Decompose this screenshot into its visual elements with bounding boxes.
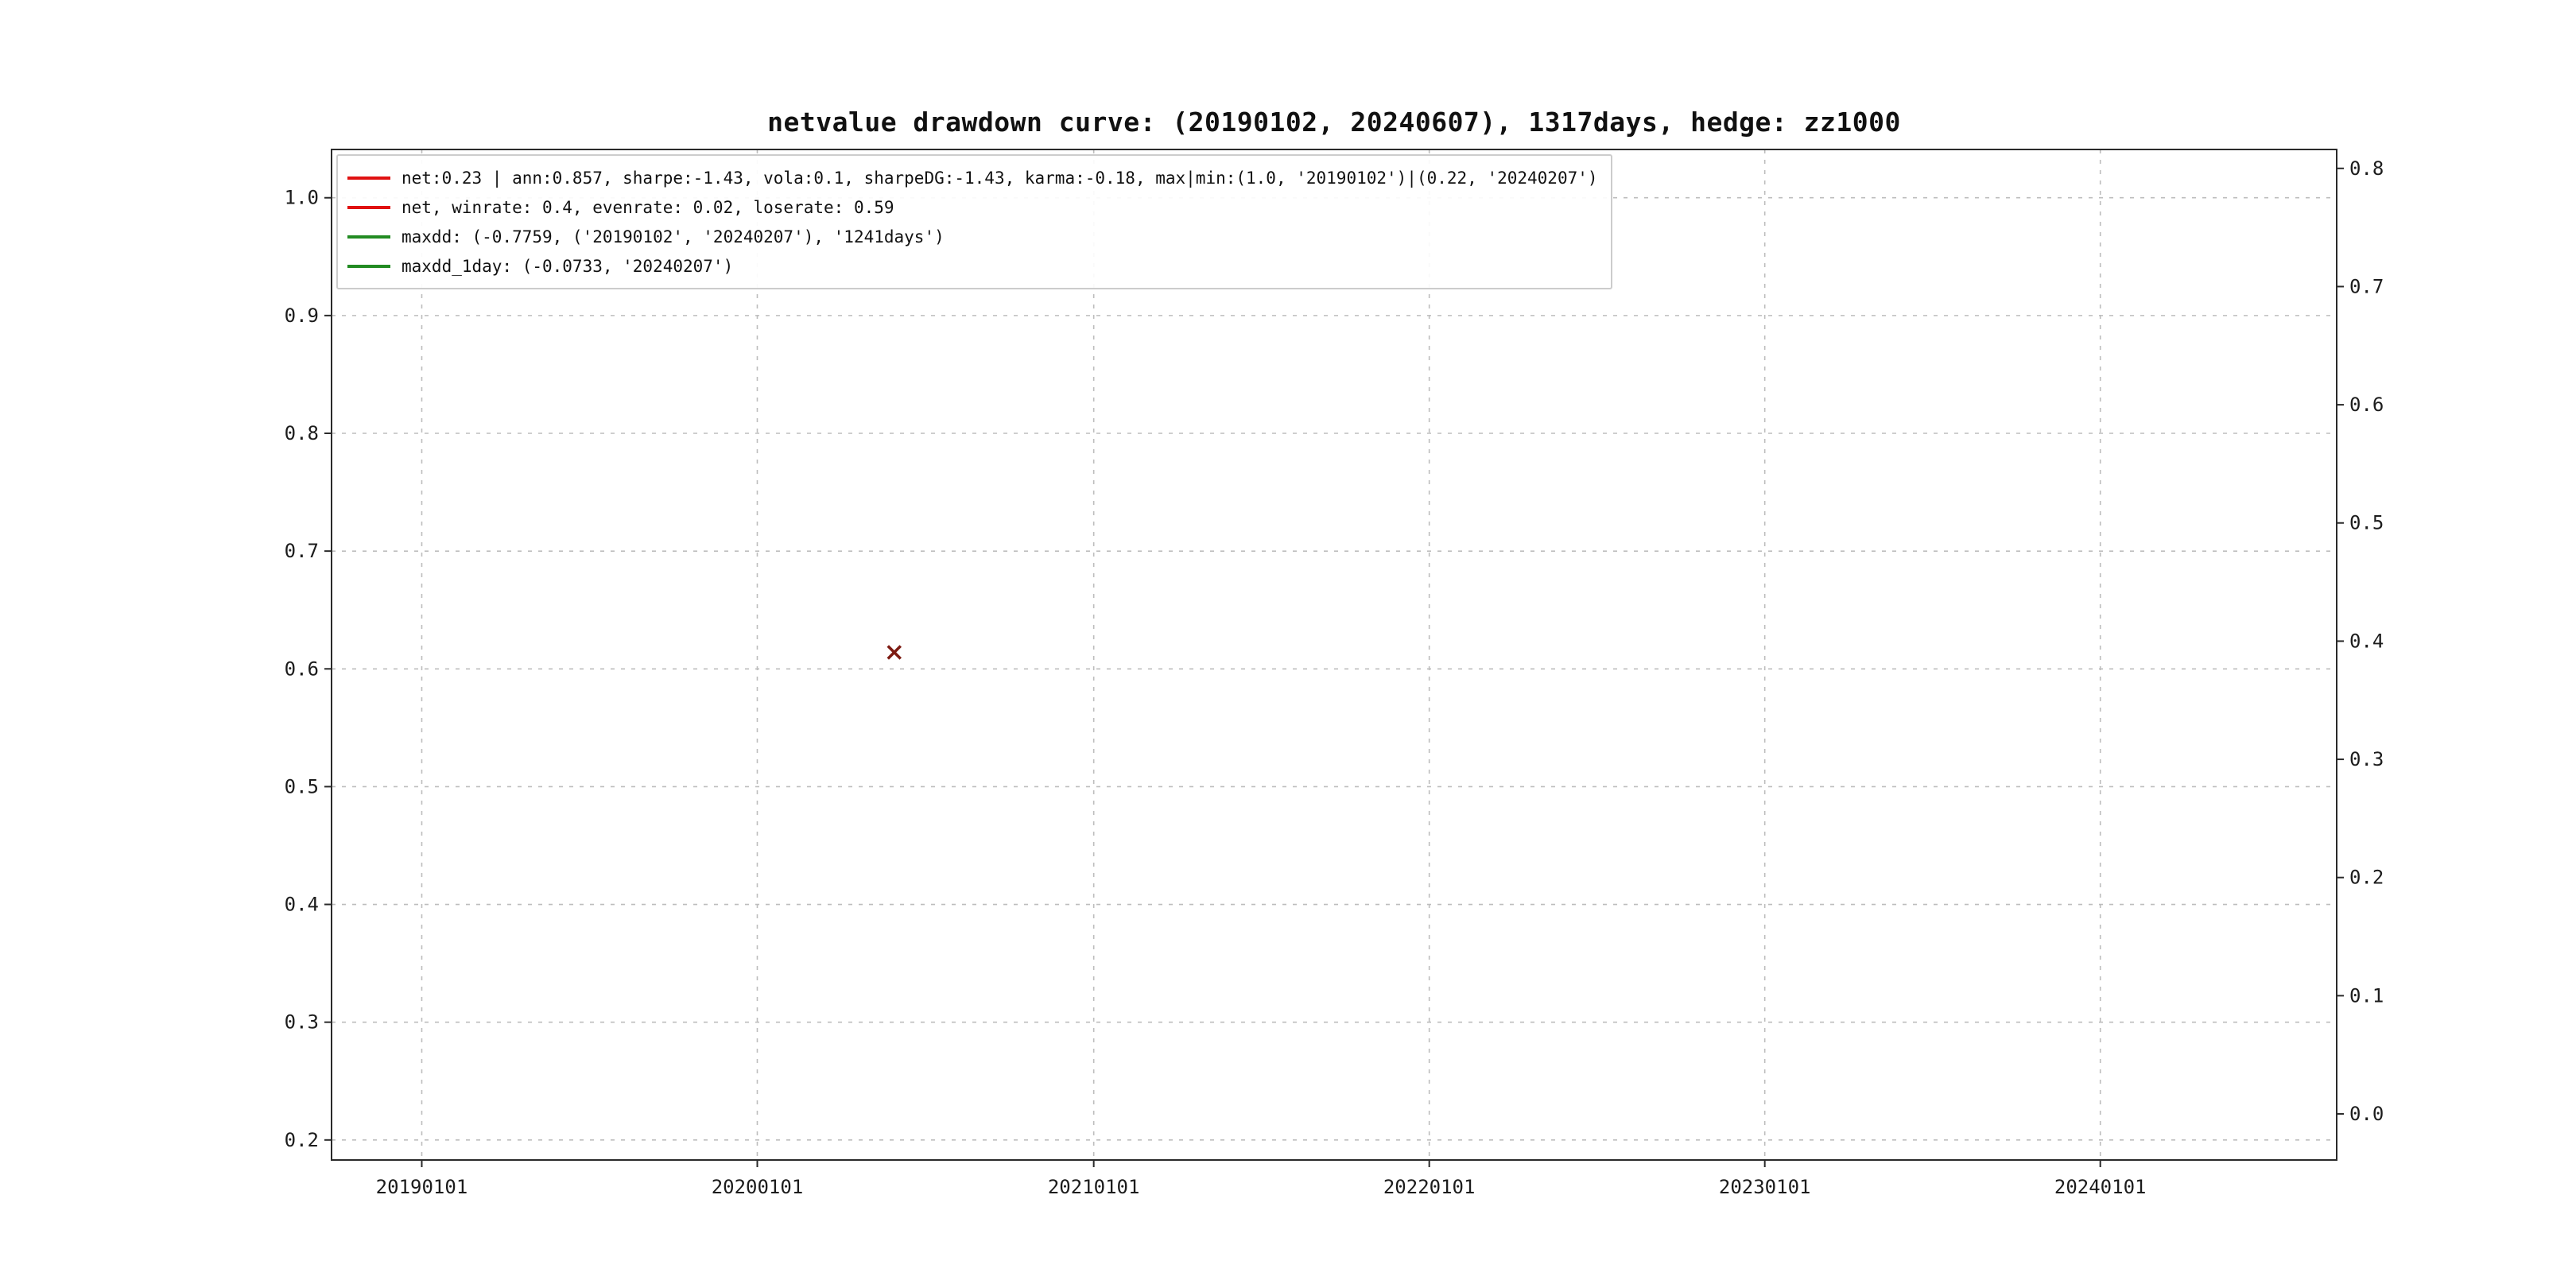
left-y-tick-label: 0.4 [285,894,319,916]
left-y-tick-label: 0.6 [285,658,319,680]
chart-title: netvalue drawdown curve: (20190102, 2024… [767,107,1901,138]
right-y-tick-label: 0.1 [2349,984,2384,1007]
legend-label-maxdd-1day: maxdd_1day: (-0.0733, '20240207') [402,256,734,276]
x-tick-label: 20210101 [1048,1176,1140,1198]
left-y-tick-label: 0.3 [285,1011,319,1034]
right-y-tick-label: 0.5 [2349,512,2384,534]
maxdd-line-sample [347,235,390,239]
right-y-tick-label: 0.8 [2349,157,2384,180]
legend-label-net: net:0.23 | ann:0.857, sharpe:-1.43, vola… [402,168,1598,188]
x-tick-label: 20220101 [1383,1176,1476,1198]
left-y-tick-label: 0.7 [285,540,319,562]
left-y-tick-label: 0.8 [285,422,319,444]
x-tick-label: 20240101 [2054,1176,2147,1198]
right-y-tick-label: 0.6 [2349,394,2384,416]
net-line-sample [347,176,390,180]
left-y-tick-label: 0.5 [285,775,319,797]
right-y-tick-label: 0.7 [2349,275,2384,297]
legend-item-net-rates: net, winrate: 0.4, evenrate: 0.02, loser… [347,193,1598,221]
legend-item-net: net:0.23 | ann:0.857, sharpe:-1.43, vola… [347,164,1598,192]
right-y-tick-label: 0.3 [2349,748,2384,770]
legend-label-maxdd: maxdd: (-0.7759, ('20190102', '20240207'… [402,227,945,246]
legend-item-maxdd: maxdd: (-0.7759, ('20190102', '20240207'… [347,223,1598,250]
x-tick-label: 20230101 [1719,1176,1811,1198]
left-y-tick-label: 1.0 [285,187,319,209]
x-tick-label: 20200101 [712,1176,804,1198]
right-y-tick-label: 0.4 [2349,630,2384,652]
plot-border [331,149,2337,1161]
right-y-tick-label: 0.2 [2349,867,2384,889]
x-tick-label: 20190101 [376,1176,468,1198]
legend-label-net-rates: net, winrate: 0.4, evenrate: 0.02, loser… [402,197,894,217]
legend-item-maxdd-1day: maxdd_1day: (-0.0733, '20240207') [347,252,1598,280]
left-y-tick-label: 0.9 [285,305,319,327]
right-y-tick-label: 0.0 [2349,1103,2384,1125]
legend: net:0.23 | ann:0.857, sharpe:-1.43, vola… [336,154,1612,289]
net-rates-line-sample [347,205,390,209]
maxdd-1day-line-sample [347,264,390,268]
left-y-tick-label: 0.2 [285,1129,319,1151]
crossing-marker [886,645,902,660]
